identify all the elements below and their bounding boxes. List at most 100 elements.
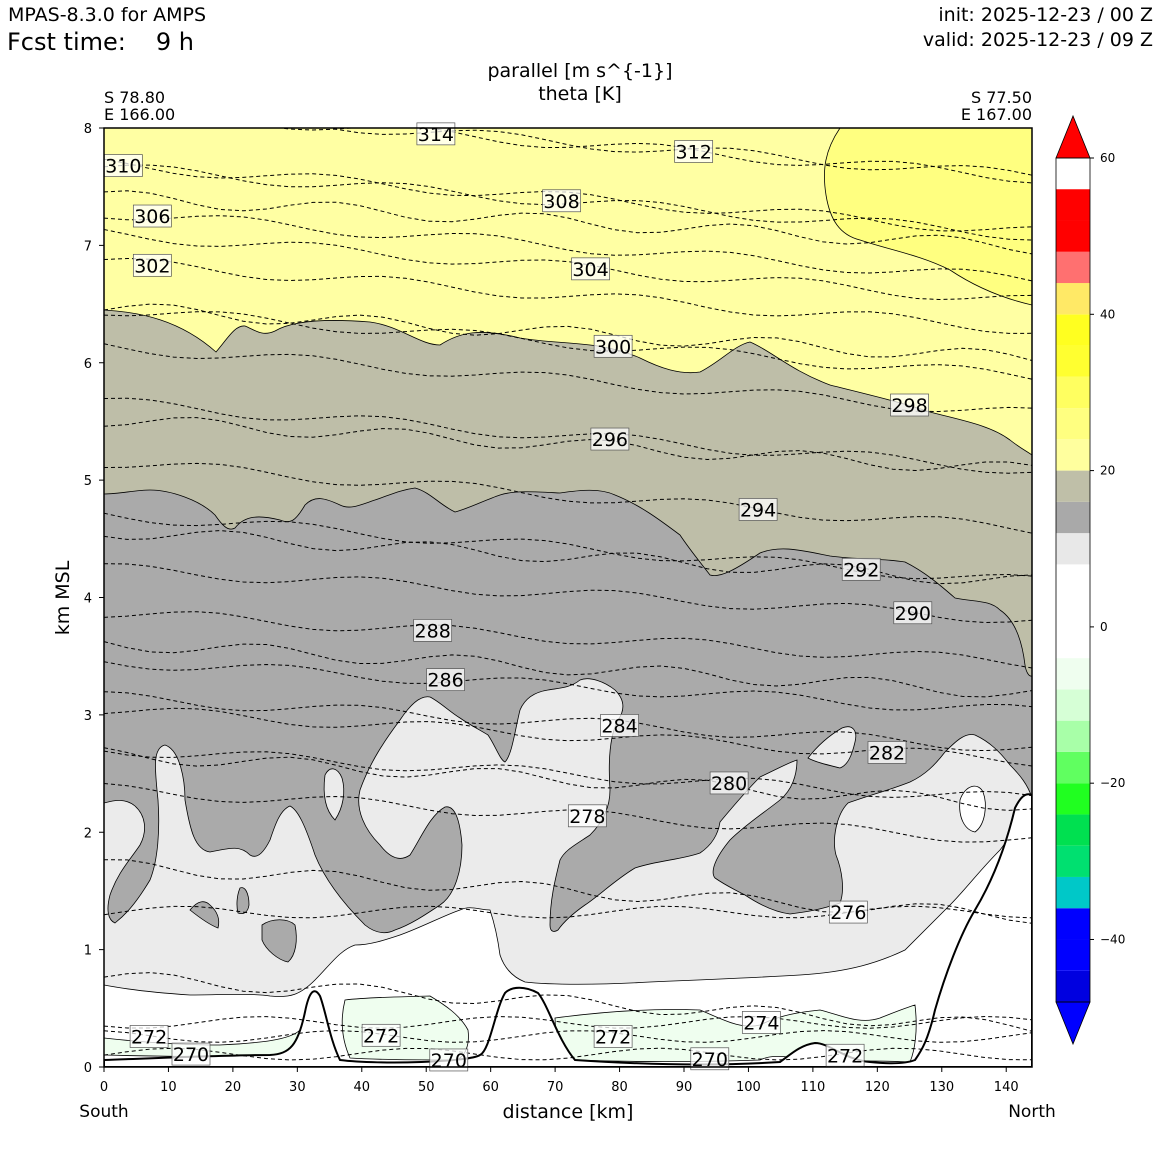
x-tick-label: 120 [865, 1080, 890, 1095]
theta-contour-line [104, 311, 1032, 380]
theta-label: 306 [132, 204, 172, 228]
theta-label-box [590, 427, 630, 451]
theta-label-text: 294 [740, 499, 776, 521]
theta-label-box [738, 498, 778, 521]
theta-label: 270 [171, 1042, 211, 1066]
theta-label: 314 [416, 122, 456, 146]
theta-label-box [867, 741, 907, 764]
y-tick-label: 4 [84, 592, 92, 607]
y-tick-label: 7 [84, 239, 92, 254]
theta-contour-line [104, 859, 1032, 924]
theta-label-text: 280 [711, 773, 747, 795]
theta-contour-line [104, 417, 1032, 472]
theta-label-text: 284 [601, 715, 637, 737]
fill-lightgrey-island [807, 726, 857, 769]
colorbar-band [1056, 376, 1090, 409]
colorbar-extend-min [1055, 1001, 1091, 1046]
colorbar-band [1056, 220, 1090, 252]
fill-lightgrey-island [323, 768, 345, 821]
colorbar-band [1056, 189, 1090, 221]
theta-label: 310 [103, 154, 143, 178]
x-tick-label: 40 [354, 1080, 371, 1095]
theta-label-text: 296 [592, 429, 628, 451]
y-tick-label: 2 [84, 826, 92, 841]
theta-label-text: 272 [363, 1025, 399, 1047]
left-direction-label: South [79, 1102, 128, 1122]
theta-label: 270 [429, 1048, 469, 1072]
theta-label-box [413, 619, 453, 642]
theta-label: 304 [571, 257, 610, 281]
colorbar-band [1056, 845, 1090, 877]
x-axis-label: distance [km] [503, 1101, 634, 1123]
colorbar-band [1056, 408, 1090, 440]
theta-label: 282 [867, 741, 907, 764]
y-tick-label: 0 [84, 1061, 92, 1076]
theta-contour-line [104, 229, 1032, 301]
theta-label: 292 [841, 557, 881, 581]
y-tick-label: 8 [84, 122, 92, 137]
theta-contour-line [104, 661, 1032, 711]
x-tick-label: 80 [611, 1080, 628, 1095]
theta-label-text: 312 [676, 141, 712, 163]
x-tick-label: 20 [225, 1080, 242, 1095]
theta-contour-line [104, 1047, 1032, 1061]
theta-label: 274 [741, 1011, 781, 1034]
theta-label-text: 310 [105, 156, 141, 178]
forecast-time: Fcst time: 9 h [7, 28, 194, 56]
left-end-coords: S 78.80 E 166.00 [104, 89, 175, 123]
theta-contour-line [104, 972, 1032, 1032]
y-tick-label: 6 [84, 357, 92, 372]
theta-label-text: 300 [595, 336, 631, 358]
theta-label: 288 [413, 619, 453, 642]
theta-label-box [593, 1025, 633, 1048]
colorbar-tick-label: 60 [1100, 151, 1115, 165]
colorbar-band [1056, 814, 1090, 846]
colorbar-band [1056, 689, 1090, 721]
theta-label-box [741, 1011, 781, 1034]
colorbar-band [1056, 251, 1090, 284]
theta-contour-line [104, 530, 1032, 585]
theta-label: 290 [893, 601, 933, 625]
theta-label-box [567, 804, 607, 828]
theta-label-box [571, 257, 610, 281]
theta-label-text: 276 [830, 902, 866, 924]
colorbar-band [1056, 908, 1090, 940]
theta-label-text: 270 [173, 1044, 209, 1066]
theta-label: 298 [890, 393, 929, 417]
colorbar-band [1056, 345, 1090, 377]
colorbar-band [1056, 751, 1090, 784]
theta-label-text: 290 [895, 603, 931, 625]
colorbar-tick-label: −20 [1100, 776, 1125, 790]
y-axis: 0 1 2 3 4 5 6 7 8 [84, 122, 104, 1076]
colorbar-frame [1055, 157, 1091, 1003]
chart-title: parallel [m s^{-1}] [487, 60, 673, 82]
x-tick-label: 140 [994, 1080, 1019, 1095]
theta-label: 300 [593, 334, 633, 358]
theta-label-box [429, 1048, 469, 1072]
theta-label-box [593, 334, 633, 358]
colorbar-band [1056, 439, 1090, 471]
theta-label: 284 [600, 714, 639, 737]
theta-label-box [542, 189, 581, 213]
theta-label-text: 274 [743, 1012, 779, 1034]
theta-contour-line [104, 1030, 1032, 1043]
theta-label-text: 292 [843, 559, 879, 581]
theta-label-box [132, 253, 172, 277]
y-axis-label: km MSL [52, 560, 74, 635]
theta-label-box [171, 1042, 211, 1066]
theta-label-box [690, 1047, 730, 1071]
colorbar-band [1056, 533, 1090, 565]
x-tick-label: 0 [100, 1080, 108, 1095]
colorbar-band [1056, 314, 1090, 346]
theta-label: 280 [709, 771, 749, 795]
fill-white-island [959, 785, 986, 833]
theta-contours [104, 128, 1032, 1061]
theta-label-text: 270 [692, 1049, 728, 1071]
x-tick-label: 100 [736, 1080, 761, 1095]
colorbar-band [1056, 939, 1090, 971]
theta-label-text: 304 [572, 259, 608, 281]
theta-contour-line [104, 611, 1032, 669]
colorbar-band [1056, 501, 1090, 534]
theta-contour-line [104, 164, 1032, 241]
x-tick-label: 30 [289, 1080, 306, 1095]
